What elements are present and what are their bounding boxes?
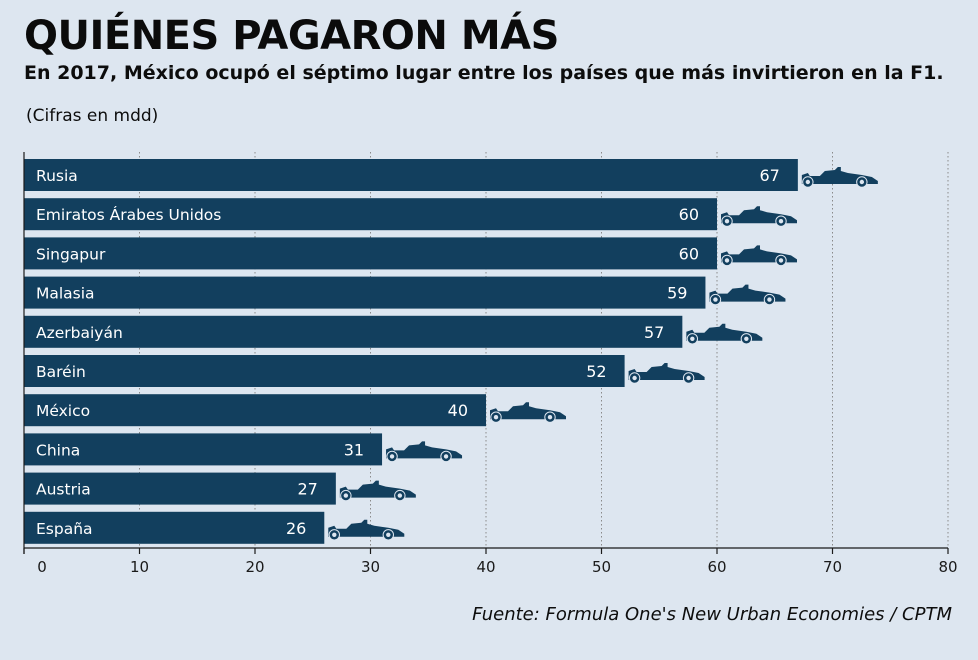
data-label: 60 bbox=[679, 244, 699, 263]
data-label: 67 bbox=[759, 166, 779, 185]
x-tick-label: 30 bbox=[361, 558, 380, 576]
x-tick-label: 70 bbox=[823, 558, 842, 576]
category-label: Singapur bbox=[36, 245, 106, 263]
bar bbox=[24, 198, 717, 231]
data-label: 60 bbox=[679, 205, 699, 224]
f1-car-icon bbox=[628, 362, 706, 384]
x-tick-label: 50 bbox=[592, 558, 611, 576]
category-label: Malasia bbox=[36, 285, 95, 303]
data-label: 26 bbox=[286, 519, 306, 538]
category-label: Baréin bbox=[36, 363, 86, 381]
units-note: (Cifras en mdd) bbox=[26, 106, 159, 126]
data-label: 52 bbox=[586, 362, 606, 381]
x-tick-label: 10 bbox=[130, 558, 149, 576]
page-title: QUIÉNES PAGARON MÁS bbox=[24, 13, 559, 59]
x-tick-label: 0 bbox=[37, 558, 47, 576]
x-tick-label: 80 bbox=[938, 558, 957, 576]
bar bbox=[24, 237, 717, 270]
category-label: Rusia bbox=[36, 167, 78, 185]
data-label: 57 bbox=[644, 323, 664, 342]
bar bbox=[24, 433, 383, 466]
page-subtitle: En 2017, México ocupó el séptimo lugar e… bbox=[24, 62, 944, 84]
data-label: 40 bbox=[448, 401, 468, 420]
data-label: 59 bbox=[667, 284, 687, 303]
bar bbox=[24, 315, 683, 348]
bar bbox=[24, 394, 486, 427]
f1-car-icon bbox=[385, 440, 463, 463]
bar bbox=[24, 472, 336, 505]
x-tick-label: 20 bbox=[245, 558, 264, 576]
x-tick-label: 60 bbox=[707, 558, 726, 576]
f1-car-icon bbox=[801, 166, 879, 188]
category-label: Azerbaiyán bbox=[36, 324, 123, 342]
f1-car-icon bbox=[327, 519, 405, 541]
category-label: España bbox=[36, 520, 93, 538]
category-label: Austria bbox=[36, 481, 91, 499]
f1-car-icon bbox=[720, 244, 798, 267]
x-tick-label: 40 bbox=[476, 558, 495, 576]
data-label: 31 bbox=[344, 440, 364, 459]
bar bbox=[24, 276, 706, 309]
f1-car-icon bbox=[685, 323, 763, 345]
category-label: Emiratos Árabes Unidos bbox=[36, 205, 221, 224]
category-label: China bbox=[36, 441, 80, 459]
bar bbox=[24, 159, 798, 191]
source-note: Fuente: Formula One's New Urban Economie… bbox=[472, 604, 952, 625]
category-label: México bbox=[36, 402, 90, 420]
f1-car-icon bbox=[708, 284, 786, 306]
f1-car-icon bbox=[720, 205, 798, 227]
data-label: 27 bbox=[297, 480, 317, 499]
bars: Rusia 67 Emiratos Árabes Unidos 60 Singapur 6… bbox=[24, 159, 879, 544]
x-axis: 0 10 20 30 40 50 60 70 80 bbox=[23, 152, 958, 576]
bar bbox=[24, 511, 325, 544]
f1-car-icon bbox=[339, 480, 417, 502]
bar bbox=[24, 355, 625, 387]
f1-car-icon bbox=[489, 401, 567, 423]
